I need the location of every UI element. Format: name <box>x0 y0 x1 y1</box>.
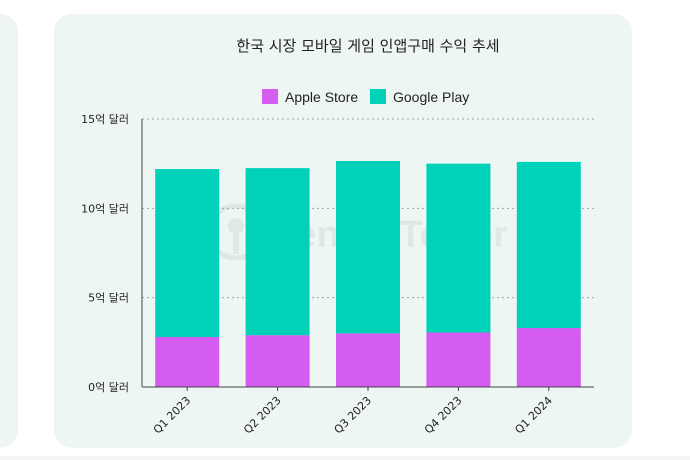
watermark-logo-dot <box>228 218 244 234</box>
bar-apple-store-5 <box>516 328 581 387</box>
x-tick-label-3: Q3 2023 <box>332 394 375 437</box>
y-tick-label-1: 0억 달러 <box>88 381 129 394</box>
legend-swatch-1 <box>262 89 278 104</box>
legend-swatch-2 <box>370 89 386 104</box>
watermark-logo-stem <box>233 232 239 254</box>
legend-label-1: Apple Store <box>285 89 358 105</box>
y-axis-ticks: 0억 달러 5억 달러 10억 달러 15억 달러 <box>81 113 129 394</box>
bar-apple-store-1 <box>155 336 220 387</box>
bar-apple-store-2 <box>245 335 310 387</box>
bars <box>155 160 581 387</box>
y-tick-label-3: 10억 달러 <box>81 202 129 215</box>
bar-apple-store-3 <box>336 333 400 387</box>
adjacent-card-edge <box>0 14 18 448</box>
bar-google-play-2 <box>245 168 310 336</box>
bar-google-play-3 <box>336 160 400 334</box>
chart-title: 한국 시장 모바일 게임 인앱구매 수익 추세 <box>236 37 499 55</box>
bottom-divider <box>0 456 690 460</box>
y-tick-label-4: 15억 달러 <box>81 113 129 126</box>
x-tick-label-5: Q1 2024 <box>512 394 555 437</box>
bar-google-play-4 <box>426 163 491 333</box>
legend: Apple Store Google Play <box>262 89 469 105</box>
bar-google-play-1 <box>155 169 220 337</box>
bar-google-play-5 <box>516 161 581 329</box>
legend-label-2: Google Play <box>393 89 469 105</box>
bar-apple-store-4 <box>426 332 491 387</box>
x-axis-ticks: Q1 2023 Q2 2023 Q3 2023 Q4 2023 Q1 2024 <box>151 387 555 436</box>
x-tick-label-4: Q4 2023 <box>422 394 465 437</box>
y-tick-label-2: 5억 달러 <box>88 292 129 305</box>
x-tick-label-2: Q2 2023 <box>241 394 284 437</box>
x-tick-label-1: Q1 2023 <box>151 394 194 437</box>
